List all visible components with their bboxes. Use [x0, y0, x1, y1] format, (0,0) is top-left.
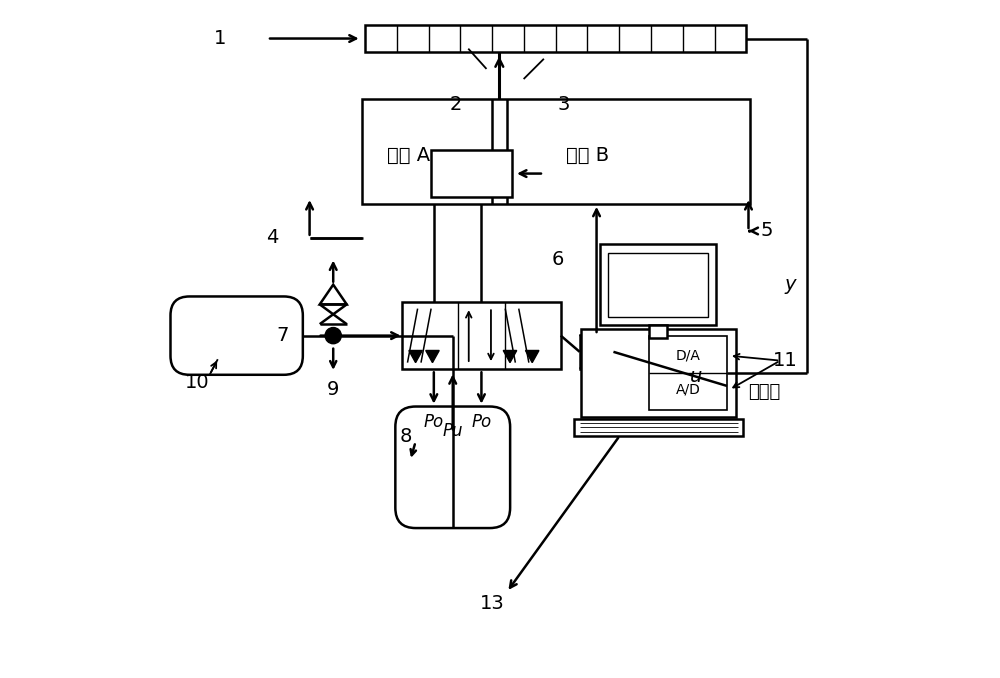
Text: 4: 4: [266, 228, 278, 247]
Text: 13: 13: [480, 594, 504, 613]
Bar: [365, 25, 746, 52]
Text: D/A: D/A: [676, 348, 701, 363]
Text: Pu: Pu: [442, 422, 463, 440]
Bar: [581, 329, 736, 417]
Polygon shape: [503, 351, 517, 363]
Bar: [580, 335, 613, 369]
Text: A/D: A/D: [676, 383, 701, 397]
Text: 3: 3: [558, 95, 570, 114]
Text: Po: Po: [424, 414, 444, 431]
Polygon shape: [525, 351, 539, 363]
FancyBboxPatch shape: [170, 296, 303, 375]
Text: 10: 10: [185, 374, 210, 393]
Circle shape: [325, 327, 341, 344]
Text: 9: 9: [327, 380, 339, 399]
Bar: [649, 325, 667, 338]
Text: 气腔 B: 气腔 B: [566, 146, 609, 165]
Bar: [574, 420, 743, 435]
Polygon shape: [426, 351, 439, 363]
Bar: [600, 245, 716, 325]
Bar: [402, 302, 561, 370]
Text: 计算机: 计算机: [748, 382, 781, 401]
Text: 6: 6: [552, 250, 564, 268]
Bar: [362, 99, 750, 204]
Text: 1: 1: [214, 29, 226, 48]
FancyBboxPatch shape: [395, 407, 510, 528]
Text: 5: 5: [760, 222, 773, 241]
Polygon shape: [409, 351, 422, 363]
Text: u: u: [690, 367, 702, 386]
Text: 7: 7: [276, 326, 289, 345]
Text: Po: Po: [471, 414, 491, 431]
Bar: [608, 253, 708, 317]
Text: 气腔 A: 气腔 A: [387, 146, 430, 165]
Bar: [649, 336, 727, 410]
Text: 8: 8: [399, 427, 412, 446]
Text: y: y: [785, 275, 796, 294]
Bar: [431, 150, 512, 197]
Text: 2: 2: [450, 95, 462, 114]
Text: 11: 11: [773, 351, 798, 370]
